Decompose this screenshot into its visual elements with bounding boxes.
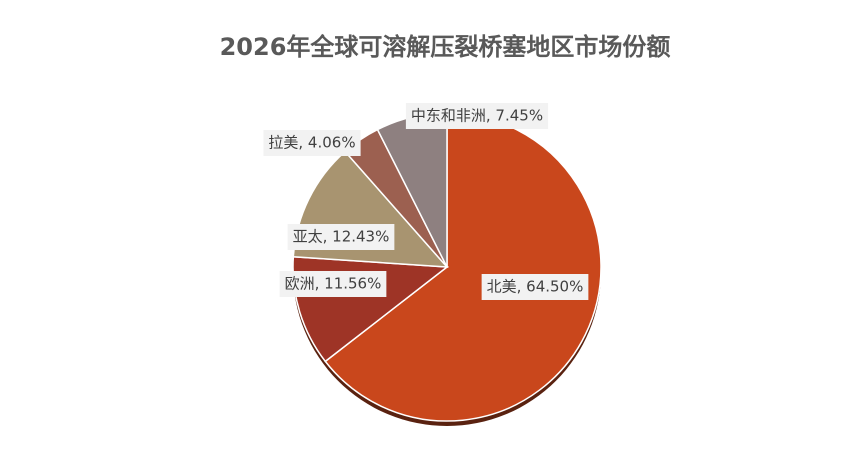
label-box bbox=[263, 130, 361, 156]
chart-title: 2026年全球可溶解压裂桥塞地区市场份额 bbox=[220, 33, 671, 61]
label-box bbox=[405, 103, 549, 129]
label-box bbox=[481, 274, 589, 300]
data-label: 欧洲, 11.56% bbox=[285, 275, 382, 293]
data-label: 亚太, 12.43% bbox=[293, 228, 390, 246]
label-box bbox=[287, 224, 395, 250]
data-label: 北美, 64.50% bbox=[487, 278, 584, 296]
pie-slice bbox=[324, 112, 602, 422]
label-box bbox=[279, 271, 387, 297]
data-label: 中东和非洲, 7.45% bbox=[411, 107, 543, 125]
data-label: 拉美, 4.06% bbox=[268, 134, 355, 152]
